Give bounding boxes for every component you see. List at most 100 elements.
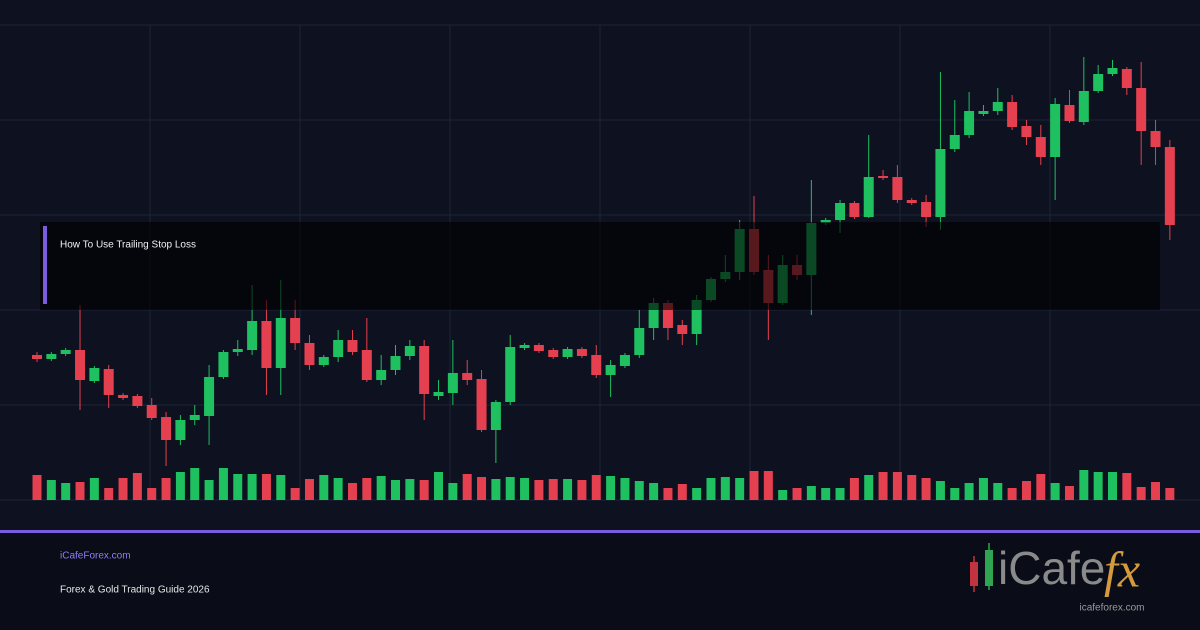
candle-body — [691, 300, 702, 334]
candle-body — [964, 111, 975, 135]
volume-bar — [132, 473, 142, 500]
volume-bar — [89, 478, 99, 500]
volume-bar — [419, 480, 429, 500]
volume-bar — [649, 483, 659, 500]
candle-body — [533, 345, 544, 351]
volume-bar — [218, 468, 228, 500]
candle-body — [921, 202, 932, 217]
candles — [32, 57, 1175, 500]
candle-body — [89, 368, 100, 381]
candle-body — [490, 402, 501, 430]
volume-bar — [563, 479, 573, 500]
candle-body — [204, 377, 215, 416]
volume-bar — [1136, 487, 1146, 500]
volume-bar — [950, 488, 960, 500]
volume-bar — [362, 478, 372, 500]
candle-body — [161, 417, 172, 440]
volume-bar — [161, 478, 171, 500]
volume-bar — [735, 478, 745, 500]
candle-body — [648, 303, 659, 328]
volume-bar — [892, 472, 902, 500]
candle-body — [333, 340, 344, 357]
candle-body — [103, 369, 114, 395]
candle-body — [562, 349, 573, 357]
candle-body — [906, 200, 917, 203]
candle-body — [146, 405, 157, 418]
candle-body — [992, 102, 1003, 111]
volume-bar — [333, 478, 343, 500]
volume-bar — [505, 477, 515, 500]
volume-bar — [878, 472, 888, 500]
volume-bar — [1007, 488, 1017, 500]
candle-body — [1078, 91, 1089, 122]
volume-bar — [61, 483, 71, 500]
candle-body — [849, 203, 860, 217]
volume-bar — [147, 488, 157, 500]
volume-bar — [75, 482, 85, 500]
volume-bar — [520, 478, 530, 500]
candle-body — [175, 420, 186, 440]
volume-bar — [606, 476, 616, 500]
candle-body — [820, 220, 831, 223]
volume-bar — [591, 475, 601, 500]
candle-body — [1007, 102, 1018, 127]
candle-body — [304, 343, 315, 365]
volume-bar — [749, 471, 759, 500]
volume-bar — [175, 472, 185, 500]
volume-bar — [347, 483, 357, 500]
candle-body — [347, 340, 358, 352]
volume-bar — [1108, 472, 1117, 500]
volume-bar — [477, 477, 487, 500]
volume-bar — [778, 490, 788, 500]
volume-bar — [706, 478, 716, 500]
volume-bar — [46, 480, 56, 500]
title-overlay — [40, 222, 1160, 310]
candle-body — [835, 203, 846, 220]
candle-body — [1136, 88, 1147, 131]
volume-bar — [1021, 481, 1031, 500]
candle-body — [576, 349, 587, 356]
candle-body — [261, 321, 272, 368]
candle-body — [476, 379, 487, 430]
volume-bar — [763, 471, 773, 500]
volume-bar — [104, 488, 114, 500]
candle-body — [132, 396, 143, 406]
volume-bar — [391, 480, 400, 500]
footer-subtitle: Forex & Gold Trading Guide 2026 — [60, 585, 210, 596]
candle-body — [247, 321, 258, 350]
site-link: iCafeForex.com — [60, 551, 131, 562]
candle-body — [662, 303, 673, 328]
divider — [0, 530, 1200, 533]
volume-bar — [1079, 470, 1089, 500]
volume-bar — [634, 481, 644, 500]
candle-body — [361, 350, 372, 380]
volume-bar — [548, 479, 558, 500]
candle-body — [505, 347, 516, 402]
volume-bar — [1036, 474, 1046, 500]
candle-body — [390, 356, 401, 370]
volume-bar — [577, 480, 587, 500]
logo-url: icafeforex.com — [1079, 603, 1144, 614]
volume-bar — [964, 483, 974, 500]
volume-bar — [677, 484, 687, 500]
volume-bar — [849, 478, 859, 500]
volume-bar — [993, 483, 1003, 500]
volume-bar — [1165, 488, 1175, 500]
volume-bar — [1064, 486, 1074, 500]
volume-bar — [304, 479, 314, 500]
candle-body — [892, 177, 903, 200]
volume-bar — [907, 475, 917, 500]
candle-body — [1150, 131, 1161, 147]
volume-bar — [290, 488, 300, 500]
volume-bar — [620, 478, 630, 500]
volume-bar — [1151, 482, 1161, 500]
volume-bar — [663, 488, 673, 500]
volume-bar — [247, 474, 257, 500]
candle-body — [462, 373, 473, 380]
candle-body — [863, 177, 874, 217]
candle-body — [1035, 137, 1046, 157]
logo-accent: fx — [1104, 541, 1140, 597]
candle-body — [60, 350, 71, 354]
volume-bar — [692, 488, 702, 500]
candle-body — [376, 370, 387, 380]
